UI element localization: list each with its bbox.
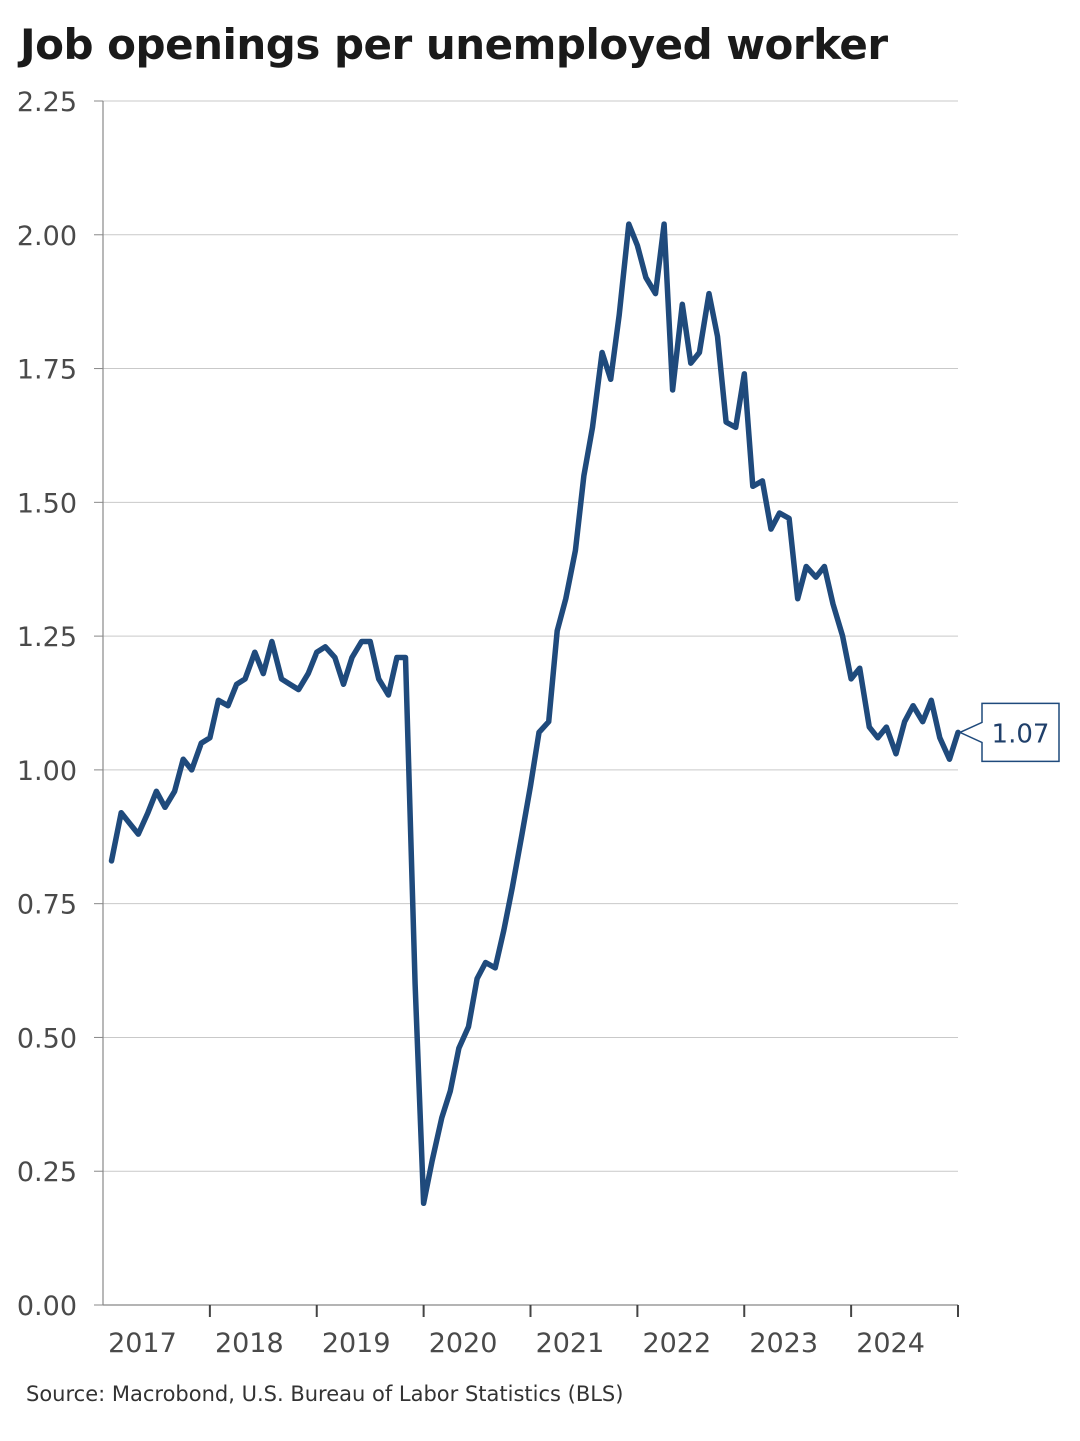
- y-tick-label: 2.00: [17, 221, 77, 252]
- y-tick-label: 0.50: [17, 1023, 77, 1054]
- y-tick-label: 1.00: [17, 756, 77, 787]
- x-tick-label: 2017: [108, 1328, 177, 1359]
- x-tick-label: 2022: [642, 1328, 711, 1359]
- axes: 0.00 0.25 0.50 0.75 1.00 1.25 1.50 1.75 2.00 2.25…: [17, 87, 959, 1359]
- x-tick-label: 2024: [856, 1328, 925, 1359]
- series-group: [108, 221, 961, 1207]
- y-tick-label: 0.00: [17, 1291, 77, 1322]
- y-tick-label: 1.75: [17, 355, 77, 386]
- x-tick-label: 2021: [536, 1328, 605, 1359]
- last-value-box: [958, 702, 1060, 763]
- series-line: [108, 221, 961, 1207]
- y-tick-label: 0.75: [17, 890, 77, 921]
- y-tick-label: 1.25: [17, 622, 77, 653]
- chart-title: Job openings per unemployed worker: [20, 20, 888, 69]
- chart-source: Source: Macrobond, U.S. Bureau of Labor …: [26, 1382, 624, 1406]
- x-tick-label: 2020: [429, 1328, 498, 1359]
- last-value-callout: 1.07: [958, 702, 1060, 763]
- y-tick-label: 2.25: [17, 87, 77, 118]
- x-tick-label: 2019: [322, 1328, 391, 1359]
- x-tick-label: 2018: [215, 1328, 284, 1359]
- gridlines: [103, 100, 958, 1172]
- y-tick-label: 1.50: [17, 488, 77, 519]
- x-tick-label: 2023: [749, 1328, 818, 1359]
- last-value-label: 1.07: [992, 719, 1050, 749]
- y-tick-label: 0.25: [17, 1157, 77, 1188]
